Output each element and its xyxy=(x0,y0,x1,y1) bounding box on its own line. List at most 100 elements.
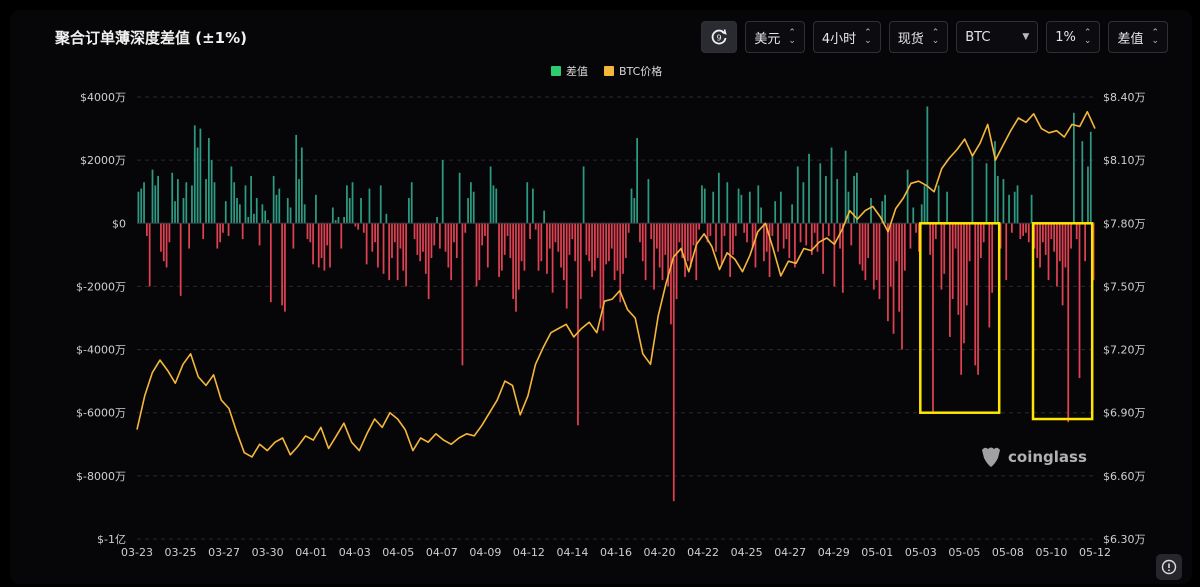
diff-bar xyxy=(887,223,889,322)
diff-bar xyxy=(1008,194,1010,224)
diff-bar xyxy=(193,125,196,224)
diff-bar xyxy=(805,223,808,246)
diff-bar xyxy=(616,223,619,271)
diff-bar xyxy=(827,223,830,236)
diff-bar xyxy=(365,223,368,265)
diff-bar xyxy=(343,216,345,224)
diff-bar xyxy=(255,198,258,224)
diff-bar xyxy=(340,223,343,249)
toolbar: 9 美元 ⌃ ⌄ 4小时 ⌃ ⌄ 现货 ⌃ ⌄ BTC ▼ 1% ⌃ ⌄ 差值 ⌃ ⌄ xyxy=(701,21,1168,53)
diff-bar xyxy=(481,223,484,246)
diff-bar xyxy=(588,223,591,262)
diff-bar xyxy=(622,223,624,274)
highlight-box xyxy=(1031,222,1094,421)
diff-bar xyxy=(670,223,672,325)
diff-bar xyxy=(661,223,664,281)
range-select[interactable]: 1% ⌃ ⌄ xyxy=(1046,21,1101,53)
diff-bar xyxy=(779,191,782,224)
diff-bar xyxy=(543,210,546,224)
diff-bar xyxy=(546,223,548,274)
diff-bar xyxy=(174,201,176,224)
x-tick-label: 04-05 xyxy=(382,546,414,559)
y-right-tick-label: $8.40万 xyxy=(1103,91,1146,104)
x-tick-label: 03-23 xyxy=(121,546,153,559)
diff-bar xyxy=(329,223,331,268)
diff-bar xyxy=(168,223,171,243)
mode-select[interactable]: 差值 ⌃ ⌄ xyxy=(1108,21,1168,53)
diff-bar xyxy=(393,223,396,243)
chevron-down-icon: ▼ xyxy=(1022,32,1030,42)
diff-bar xyxy=(577,223,579,426)
interval-select[interactable]: 4小时 ⌃ ⌄ xyxy=(812,21,881,53)
currency-select[interactable]: 美元 ⌃ ⌄ xyxy=(745,21,805,53)
diff-bar xyxy=(236,198,238,224)
diff-bar xyxy=(624,223,627,259)
diff-bar xyxy=(461,223,464,366)
diff-bar xyxy=(303,204,306,224)
y-left-tick-label: $2000万 xyxy=(80,154,126,167)
refresh-button[interactable]: 9 xyxy=(701,21,738,53)
x-tick-label: 04-22 xyxy=(687,546,719,559)
btc-price-line xyxy=(136,110,1096,458)
diff-bar xyxy=(613,223,616,281)
legend-item-price[interactable]: BTC价格 xyxy=(604,63,662,79)
diff-bar xyxy=(233,182,236,224)
diff-bar xyxy=(934,223,937,240)
diff-bar xyxy=(903,223,906,271)
diff-bar xyxy=(639,223,641,243)
diff-bar xyxy=(354,223,357,227)
diff-bar xyxy=(413,223,416,240)
diff-bar xyxy=(844,150,847,224)
diff-bar xyxy=(872,223,875,290)
diff-bar xyxy=(368,188,371,224)
market-select[interactable]: 现货 ⌃ ⌄ xyxy=(888,21,949,53)
diff-bar xyxy=(853,175,855,224)
diff-bar xyxy=(1027,223,1030,243)
diff-bar xyxy=(433,223,436,246)
symbol-select[interactable]: BTC ▼ xyxy=(956,21,1039,53)
diff-bar xyxy=(419,223,422,262)
diff-bar xyxy=(816,223,819,252)
diff-bar xyxy=(782,223,785,249)
diff-bar xyxy=(207,138,210,224)
diff-bar xyxy=(602,223,605,331)
legend-item-diff[interactable]: 差值 xyxy=(551,63,588,79)
diff-bar xyxy=(794,223,796,268)
y-left-tick-label: $4000万 xyxy=(80,91,126,104)
x-tick-label: 03-27 xyxy=(208,546,240,559)
diff-bar xyxy=(1011,223,1013,233)
diff-bar xyxy=(765,223,768,252)
diff-bar xyxy=(819,163,822,224)
diff-bar xyxy=(486,223,489,268)
help-button[interactable] xyxy=(1156,554,1182,580)
diff-bar xyxy=(813,223,816,233)
diff-bar xyxy=(799,223,802,243)
diff-bar xyxy=(306,223,309,240)
diff-bar xyxy=(275,194,278,224)
diff-bar xyxy=(489,166,492,224)
diff-bar xyxy=(230,166,233,224)
diff-bar xyxy=(867,223,870,259)
watermark-text: coinglass xyxy=(1008,448,1087,466)
diff-bar xyxy=(788,223,791,259)
diff-bar xyxy=(757,185,760,224)
x-tick-label: 03-25 xyxy=(165,546,197,559)
diff-bar xyxy=(269,223,272,303)
diff-bar xyxy=(492,185,495,224)
diff-bar xyxy=(980,223,982,259)
diff-bar xyxy=(951,223,954,300)
diff-bar xyxy=(985,163,988,224)
diff-bar xyxy=(160,223,162,252)
symbol-value: BTC xyxy=(965,29,991,45)
diff-bar xyxy=(196,147,199,224)
diff-bar xyxy=(912,207,915,224)
diff-bar xyxy=(695,223,698,281)
diff-bar xyxy=(439,223,441,249)
diff-bar xyxy=(971,153,974,224)
diff-bar xyxy=(734,223,737,236)
diff-bar xyxy=(653,223,655,290)
x-tick-label: 05-08 xyxy=(992,546,1024,559)
diff-bar xyxy=(360,198,362,224)
diff-bar xyxy=(610,223,613,249)
diff-bar xyxy=(678,223,681,243)
